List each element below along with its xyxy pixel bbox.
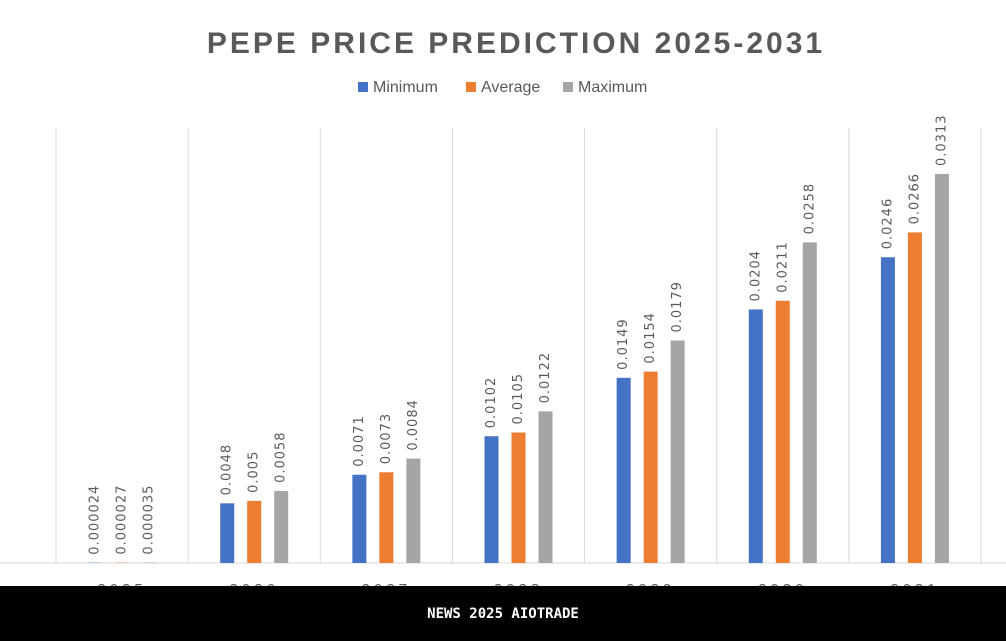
bar — [484, 436, 499, 563]
legend-label: Minimum — [373, 79, 438, 96]
value-label: 0.0071 — [352, 415, 367, 467]
value-label: 0.000035 — [142, 485, 157, 555]
bar — [748, 309, 763, 563]
value-label: 0.0048 — [220, 444, 235, 496]
chart-title: PEPE PRICE PREDICTION 2025-2031 — [207, 27, 825, 60]
value-label: 0.000027 — [115, 485, 130, 555]
legend-swatch — [563, 82, 573, 92]
value-label: 0.0058 — [274, 431, 289, 483]
bar — [511, 432, 526, 563]
bar — [352, 474, 367, 563]
legend-swatch — [466, 82, 476, 92]
value-label: 0.005 — [247, 451, 262, 493]
bar — [247, 500, 262, 563]
bar — [538, 411, 553, 563]
bar — [274, 490, 289, 563]
value-label: 0.0073 — [379, 413, 394, 465]
value-label: 0.0179 — [670, 281, 685, 333]
value-label: 0.0122 — [538, 352, 553, 404]
footer-text: NEWS 2025 AIOTRADE — [427, 606, 579, 622]
legend-label: Maximum — [578, 79, 647, 96]
value-label: 0.0258 — [802, 183, 817, 235]
bar — [616, 377, 631, 563]
value-label: 0.0211 — [775, 241, 790, 293]
legend-swatch — [358, 82, 368, 92]
value-label: 0.0266 — [907, 173, 922, 225]
bar — [802, 242, 817, 564]
bar — [907, 232, 922, 563]
value-label: 0.0313 — [934, 114, 949, 166]
value-label: 0.0084 — [406, 399, 421, 451]
value-label: 0.000024 — [88, 485, 103, 555]
bar — [643, 371, 658, 563]
bar — [220, 503, 235, 563]
value-label: 0.0102 — [484, 377, 499, 429]
value-label: 0.0246 — [880, 198, 895, 250]
bar — [880, 257, 895, 563]
bar — [406, 458, 421, 563]
bar — [670, 340, 685, 563]
value-label: 0.0154 — [643, 312, 658, 364]
bar — [934, 173, 949, 563]
value-label: 0.0105 — [511, 373, 526, 425]
legend-label: Average — [481, 79, 540, 96]
bar — [775, 300, 790, 563]
footer-banner — [0, 586, 1006, 641]
bar — [379, 472, 394, 563]
value-label: 0.0204 — [748, 250, 763, 302]
value-label: 0.0149 — [616, 318, 631, 370]
